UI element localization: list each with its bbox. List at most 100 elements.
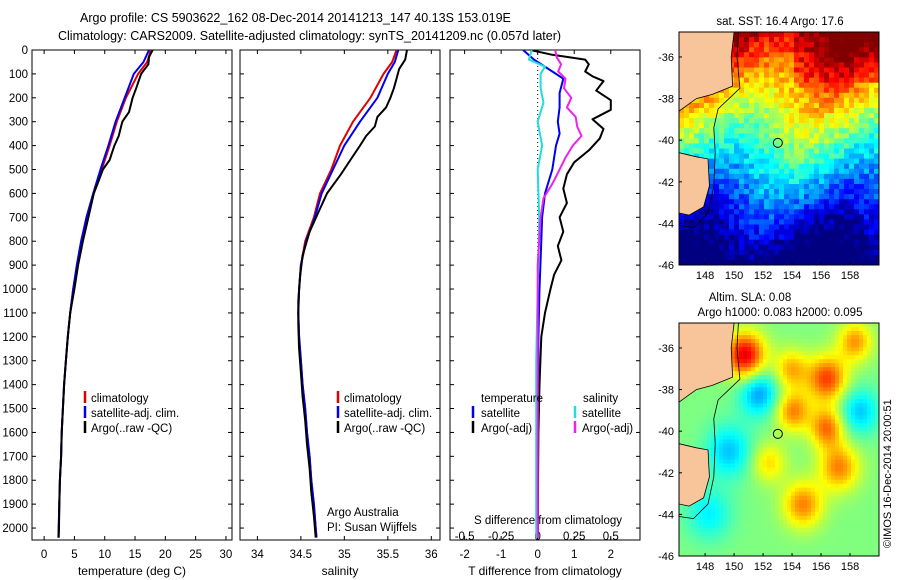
sla-cell <box>715 507 720 513</box>
sst-cell <box>839 77 845 84</box>
sst-cell <box>849 92 855 99</box>
sla-cell <box>759 391 764 396</box>
sla-cell <box>767 395 772 400</box>
sst-cell <box>809 168 815 175</box>
sst-cell <box>769 42 775 48</box>
sst-cell <box>874 158 879 165</box>
sst-cell <box>874 153 879 160</box>
sla-cell <box>871 335 876 340</box>
sst-cell <box>744 244 750 251</box>
sla-cell <box>823 331 828 336</box>
sla-cell <box>799 427 804 432</box>
sla-cell <box>815 495 820 501</box>
sst-cell <box>834 92 840 99</box>
sla-cell <box>847 475 852 481</box>
sla-cell <box>719 479 724 485</box>
sst-cell <box>844 229 850 236</box>
sla-cell <box>739 367 744 372</box>
sst-cell <box>844 67 850 74</box>
sst-cell <box>859 123 865 129</box>
sst-cell <box>824 52 830 58</box>
sla-cell <box>731 435 736 440</box>
sst-cell <box>734 82 740 89</box>
sla-cell <box>763 543 768 549</box>
sla-cell <box>723 451 728 457</box>
sst-cell <box>704 244 710 251</box>
pi-label: PI: Susan Wijffels <box>327 522 417 534</box>
sla-cell <box>819 491 824 497</box>
sla-cell <box>831 323 836 328</box>
sla-cell <box>855 323 860 328</box>
sst-cell <box>744 199 750 205</box>
sst-cell <box>849 249 855 256</box>
sst-cell <box>809 108 815 114</box>
sst-cell <box>749 138 755 144</box>
sst-cell <box>784 178 790 185</box>
sst-cell <box>769 77 775 84</box>
sla-cell <box>747 419 752 424</box>
sst-cell <box>724 138 730 144</box>
sst-cell <box>829 204 835 210</box>
sst-cell <box>839 229 845 236</box>
sla-cell <box>791 503 796 509</box>
sla-cell <box>711 548 716 553</box>
sla-cell <box>711 447 716 452</box>
sla-cell <box>775 447 780 452</box>
lon-tick-label: 152 <box>754 270 772 282</box>
sst-cell <box>679 224 685 231</box>
sst-cell <box>829 229 835 236</box>
sla-cell <box>695 543 700 549</box>
sst-cell <box>709 219 715 225</box>
sla-cell <box>711 487 716 493</box>
sla-cell <box>823 419 828 424</box>
sla-cell <box>791 395 796 400</box>
sla-cell <box>727 527 732 533</box>
sla-cell <box>815 407 820 412</box>
sst-cell <box>844 194 850 200</box>
sla-cell <box>723 507 728 513</box>
sla-cell <box>855 331 860 336</box>
sla-cell <box>787 371 792 376</box>
sla-cell <box>871 535 876 541</box>
sla-cell <box>743 327 748 332</box>
sla-cell <box>843 483 848 489</box>
sla-cell <box>695 548 700 553</box>
sla-cell <box>779 467 784 473</box>
sst-cell <box>734 239 740 246</box>
sst-cell <box>759 153 765 160</box>
sst-cell <box>859 52 865 58</box>
sla-cell <box>755 535 760 541</box>
sla-cell <box>747 327 752 332</box>
sla-cell <box>803 487 808 493</box>
sla-cell <box>795 455 800 461</box>
sla-cell <box>719 527 724 533</box>
sla-cell <box>839 499 844 505</box>
sla-cell <box>715 399 720 404</box>
series-group <box>57 50 154 538</box>
sla-cell <box>759 387 764 392</box>
sla-cell <box>795 415 800 420</box>
sst-cell <box>844 102 850 109</box>
sla-cell <box>719 383 724 388</box>
sst-cell <box>744 113 750 119</box>
sla-cell <box>711 552 716 556</box>
sla-cell <box>779 519 784 525</box>
sla-cell <box>791 419 796 424</box>
sla-cell <box>723 399 728 404</box>
sst-cell <box>729 178 735 185</box>
sst-cell <box>859 62 865 68</box>
sst-cell <box>694 102 700 109</box>
sst-cell <box>839 128 845 134</box>
sla-cell <box>763 479 768 485</box>
sst-cell <box>834 118 840 124</box>
sla-cell <box>803 415 808 420</box>
sst-cell <box>734 67 740 74</box>
sla-cell <box>843 387 848 392</box>
sst-cell <box>839 204 845 210</box>
sst-cell <box>679 239 685 246</box>
sla-cell <box>871 479 876 485</box>
sla-cell <box>755 455 760 461</box>
sla-cell <box>847 535 852 541</box>
sst-cell <box>874 92 879 99</box>
sla-cell <box>863 475 868 481</box>
